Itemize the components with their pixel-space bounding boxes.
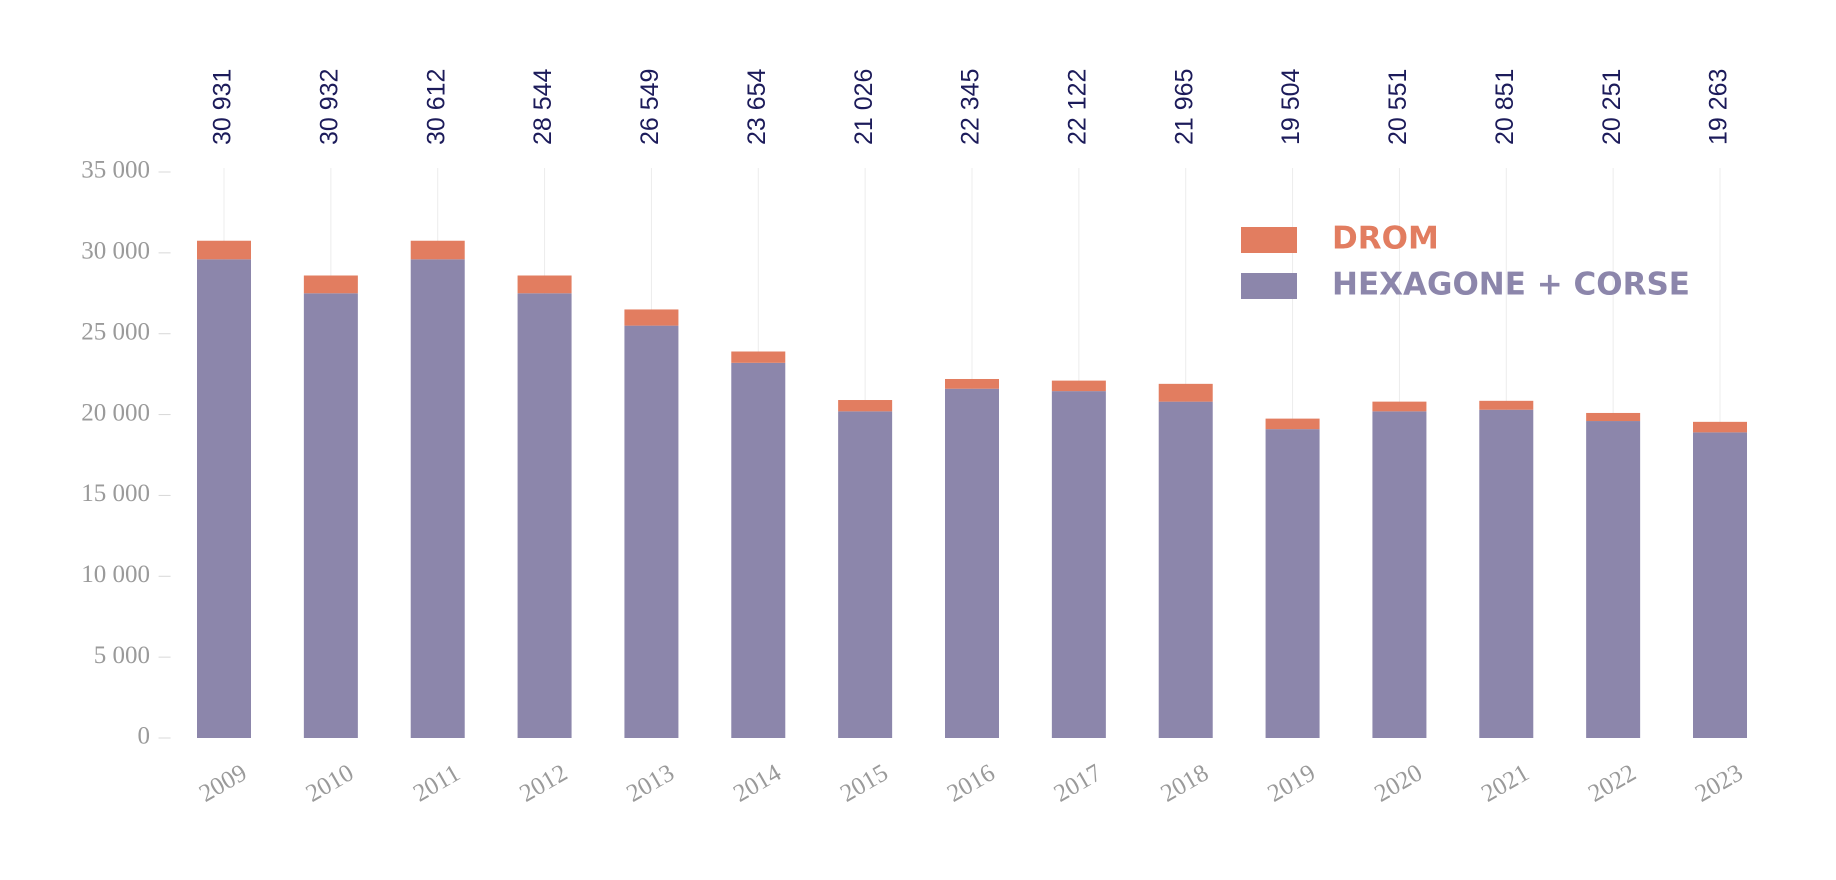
bar-segment [303,275,358,294]
bar-segment [517,275,572,294]
legend-swatch [1241,273,1297,299]
total-label: 23 654 [743,68,771,145]
bar-segment [197,259,251,738]
x-tick-label: 2011 [409,760,465,808]
y-tick-label: 25 000 [81,318,150,345]
x-tick-label: 2012 [515,759,572,807]
bar-segment [1479,409,1534,738]
y-tick-label: 5 000 [94,642,150,669]
bar-segment [410,240,465,260]
bar-segment [303,293,358,738]
total-label: 30 932 [315,69,343,145]
legend-swatch [1241,227,1297,253]
bar-segment [410,259,465,738]
y-tick-label: 30 000 [81,238,150,265]
y-tick-label: 35 000 [81,157,150,184]
bar-segment [197,240,251,260]
bar-segment [1479,400,1534,410]
total-label: 28 544 [529,68,557,145]
bar-segment [624,325,679,738]
bar-segment [945,378,999,389]
bar-segment [1051,380,1106,392]
bar-segment [838,411,893,738]
bar-segment [1693,432,1747,738]
y-tick-label: 0 [138,723,151,750]
x-tick-label: 2022 [1584,759,1641,807]
bar-segment [1265,429,1320,738]
x-tick-label: 2017 [1050,759,1107,807]
x-tick-label: 2021 [1477,759,1534,807]
x-tick-label: 2019 [1263,759,1320,807]
total-label: 19 263 [1705,69,1733,145]
bar-segment [1051,391,1106,738]
x-tick-label: 2020 [1370,759,1427,807]
bar-segment [838,400,893,412]
x-tick-label: 2016 [943,759,1000,807]
total-label: 20 851 [1491,69,1519,145]
total-label: 21 965 [1170,69,1198,145]
bar-segment [1693,421,1747,433]
y-tick-label: 10 000 [81,561,150,588]
total-label: 21 026 [850,69,878,145]
bar-segment [731,362,786,738]
y-tick-label: 20 000 [81,399,150,426]
total-label: 30 931 [209,69,237,145]
bar-segment [1586,421,1641,738]
x-tick-label: 2018 [1156,759,1213,807]
x-tick-label: 2010 [302,759,359,807]
bar-segment [1265,418,1320,430]
x-tick-label: 2015 [836,759,893,807]
y-tick-label: 15 000 [81,480,150,507]
bar-segment [1586,412,1641,422]
x-tick-label: 2013 [622,759,679,807]
total-label: 22 122 [1063,69,1091,145]
total-label: 19 504 [1277,68,1305,145]
total-label: 26 549 [636,69,664,145]
bar-segment [945,388,999,738]
bar-segment [1158,401,1213,738]
x-tick-label: 2014 [729,759,786,808]
bar-segment [624,309,679,326]
bar-segment [517,293,572,738]
legend-label: DROM [1332,221,1439,257]
total-label: 20 551 [1384,69,1412,145]
total-label: 22 345 [957,69,985,145]
x-tick-label: 2009 [195,759,252,807]
total-label: 30 612 [422,69,450,145]
x-tick-label: 2023 [1691,759,1748,807]
bar-segment [1158,383,1213,402]
legend-label: HEXAGONE + CORSE [1332,267,1690,303]
bar-segment [731,351,786,363]
bar-segment [1372,401,1427,412]
total-label: 20 251 [1598,69,1626,145]
bar-segment [1372,411,1427,738]
